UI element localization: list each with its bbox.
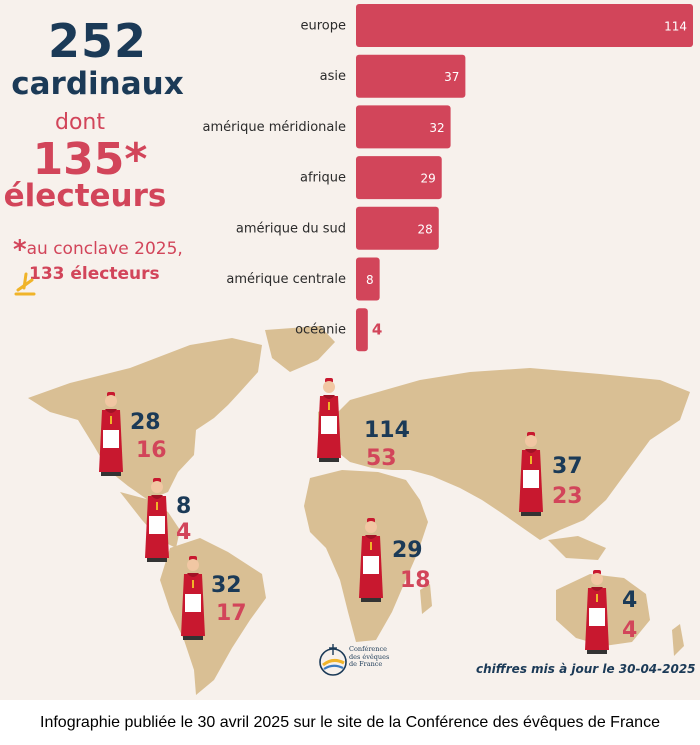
region-total-3: 114 [364,418,410,443]
total-cardinals-number: 252 [47,14,148,68]
infographic-poster: 252 cardinaux dont 135* électeurs *au co… [0,0,700,700]
cef-logo: Conférence des évêques de France [318,643,428,683]
map-eurasia [330,368,690,540]
cardinal-figure-icon-4 [359,518,383,602]
map-north-america [28,338,262,500]
image-caption: Infographie publiée le 30 avril 2025 sur… [40,714,660,731]
data-label-1: 37 [444,70,459,84]
category-label-6: océanie [295,323,346,338]
cardinal-figure-icon-6 [585,570,609,654]
bar-4 [356,206,439,250]
cef-logo-icon [319,644,347,676]
cardinal-figure-icon-1 [145,478,169,562]
map-south-america [160,538,266,695]
region-total-6: 4 [622,588,638,613]
bar-5 [356,257,380,301]
region-electors-5: 23 [552,484,583,509]
category-label-5: amérique centrale [226,272,346,287]
region-electors-3: 53 [366,446,397,471]
data-label-4: 28 [417,222,432,236]
cardinal-figure-icon-5 [519,432,543,516]
region-electors-0: 16 [136,438,167,463]
map-greenland [265,326,335,372]
category-label-2: amérique méridionale [203,120,346,135]
bar-6 [356,308,368,352]
region-total-0: 28 [130,410,161,435]
region-total-4: 29 [392,538,423,563]
bar-0 [356,4,693,47]
logo-line-1: Conférence [349,645,387,653]
region-electors-6: 4 [622,618,638,643]
conclave-line-2: 133 électeurs [29,264,160,284]
cardinal-figure-icon-0 [99,392,123,476]
logo-line-3: de France [349,660,383,668]
logo-line-2: des évêques [349,652,390,661]
region-total-1: 8 [176,494,192,519]
region-total-2: 32 [211,573,242,598]
category-label-1: asie [320,69,346,84]
cardinal-figure-icon-2 [181,556,205,640]
update-note: chiffres mis à jour le 30-04-2025 [476,662,696,676]
total-cardinals-label: cardinaux [11,66,184,102]
bar-1 [356,54,466,98]
bar-3 [356,156,442,200]
data-label-5: 8 [366,273,374,287]
category-label-4: amérique du sud [236,221,346,236]
bar-2 [356,105,451,149]
bar-chart: europe 114 asie 37 amérique méridionale 32 afr… [203,4,693,352]
region-total-5: 37 [552,454,583,479]
conclave-note: *au conclave 2025, 133 électeurs [13,237,183,286]
region-electors-1: 4 [176,520,192,545]
electors-label: électeurs [3,178,167,214]
data-label-2: 32 [429,121,444,135]
region-electors-2: 17 [216,601,247,626]
data-label-3: 29 [420,172,435,186]
cef-logo-text: Conférence des évêques de France [349,645,390,669]
conclave-line-1: au conclave 2025, [26,239,183,259]
cardinal-figure-icon-3 [317,378,341,462]
map-madagascar [420,584,432,614]
map-se-asia-islands [548,536,606,560]
sun-rays-icon [14,272,36,296]
dont-label: dont [55,110,105,135]
category-label-0: europe [301,19,347,34]
data-label-6: 4 [372,321,382,339]
conclave-asterisk: * [13,235,27,265]
data-label-0: 114 [664,20,687,34]
world-map [28,326,690,695]
headline-block: 252 cardinaux dont 135* électeurs [0,0,200,300]
electors-number: 135* [32,134,148,185]
region-electors-4: 18 [400,568,431,593]
category-label-3: afrique [300,171,346,186]
map-new-zealand [672,624,684,656]
